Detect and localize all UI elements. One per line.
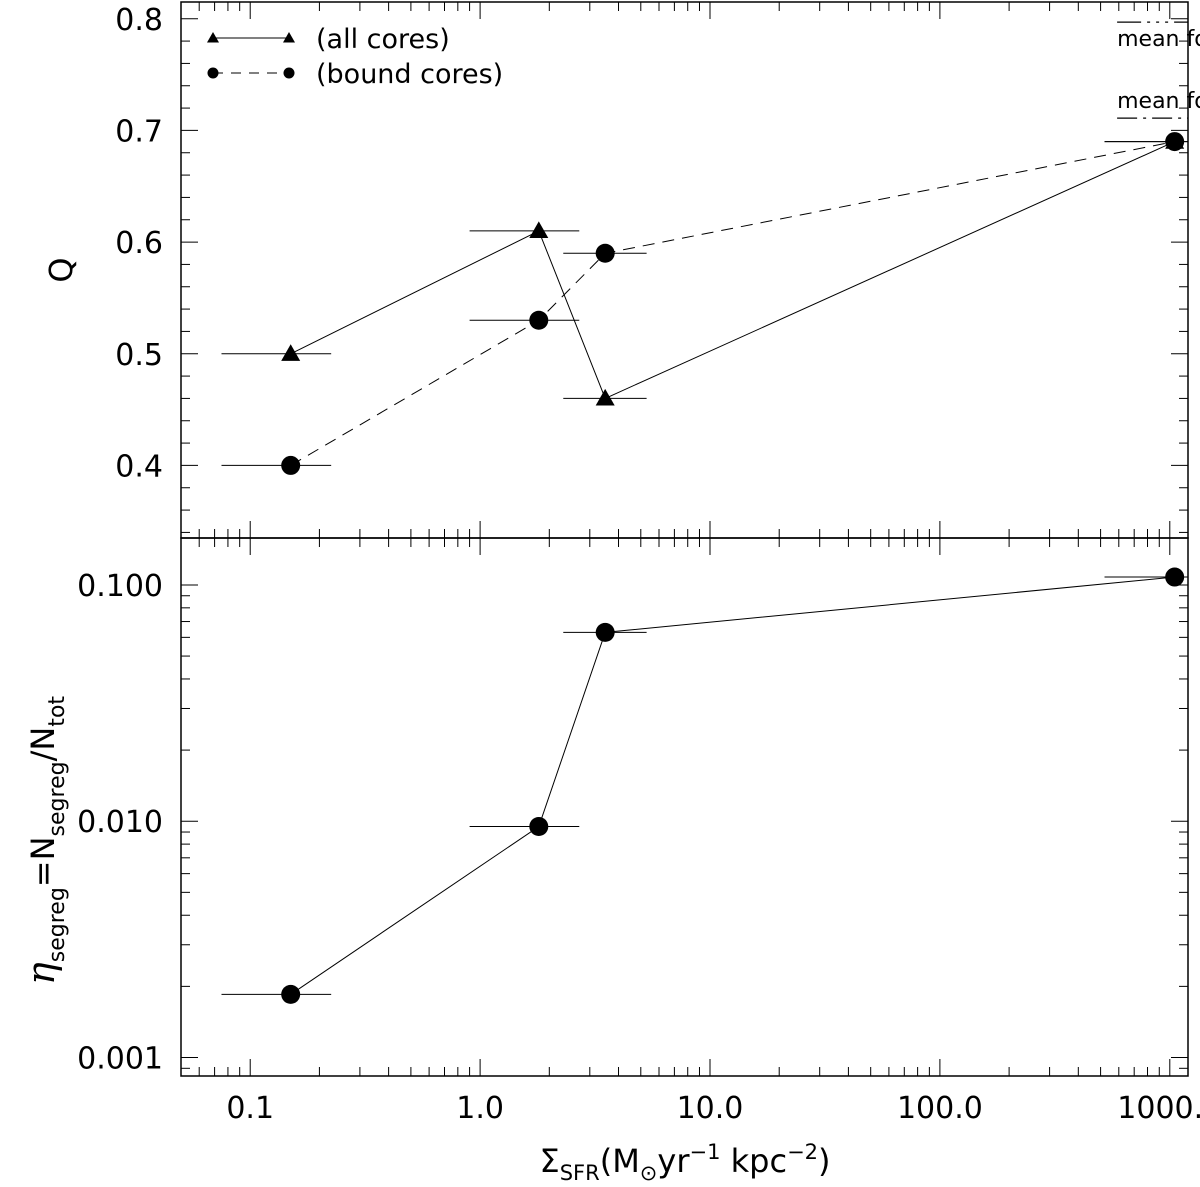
top-y-tick-label: 0.6	[115, 226, 163, 261]
triangle-marker	[281, 344, 301, 361]
reference-label-1: mean for young Galactic clusters	[1117, 89, 1200, 114]
circle-marker	[529, 310, 549, 330]
legend-circle	[283, 67, 295, 79]
series-line-bottom-0	[290, 576, 1175, 995]
units-kpc: kpc	[720, 1142, 787, 1180]
slash-n: /N	[24, 727, 62, 762]
top-y-axis-title: Q	[42, 257, 80, 282]
bottom-y-tick-label: 0.100	[77, 569, 163, 604]
bottom-series	[221, 567, 1188, 1004]
bottom-x-ticks: 0.1 1.0 10.0 100.0 1000.0	[180, 538, 1200, 1126]
yr-superscript: −1	[690, 1140, 721, 1164]
circle-marker	[1165, 132, 1185, 152]
eta-subscript: segreg	[45, 887, 70, 962]
legend-triangle	[283, 32, 295, 43]
top-y-tick-label: 0.5	[115, 338, 163, 373]
kpc-superscript: −2	[787, 1140, 818, 1164]
sun-symbol: ⊙	[640, 1161, 658, 1185]
top-y-tick-label: 0.8	[115, 3, 163, 38]
bottom-y-tick-label: 0.001	[77, 1041, 163, 1076]
circle-marker	[1165, 567, 1185, 587]
circle-marker	[595, 243, 615, 263]
legend-triangle	[207, 32, 219, 43]
bottom-plot-frame	[180, 537, 1189, 1077]
units-yr: yr	[657, 1142, 690, 1180]
legend-label-0: (all cores)	[316, 24, 450, 55]
x-tick-label: 100.0	[897, 1091, 983, 1126]
bottom-y-axis-title: ηsegreg=Nsegreg/Ntot	[19, 696, 70, 985]
x-tick-label: 0.1	[226, 1091, 274, 1126]
units-msun: (M	[600, 1142, 640, 1180]
top-y-ticks: 0.4 0.5 0.6 0.7 0.8	[115, 3, 1188, 533]
legend-circle	[207, 67, 219, 79]
x-tick-label: 1.0	[456, 1091, 504, 1126]
top-y-tick-label: 0.7	[115, 114, 163, 149]
circle-marker	[595, 622, 615, 642]
top-x-ticks	[180, 2, 1171, 538]
sfr-subscript: SFR	[560, 1161, 600, 1185]
x-tick-label: 10.0	[677, 1091, 744, 1126]
series-line-top-0	[290, 141, 1175, 400]
bottom-y-tick-label: 0.010	[77, 805, 163, 840]
top-panel: 0.4 0.5 0.6 0.7 0.8 mean for Galactic open c…	[42, 1, 1200, 539]
bottom-y-ticks: 0.001 0.010 0.100	[77, 569, 1188, 1076]
x-tick-label: 1000.0	[1117, 1091, 1200, 1126]
sigma-symbol: Σ	[539, 1142, 559, 1180]
series-line-top-1	[290, 141, 1175, 466]
circle-marker	[281, 455, 301, 475]
units-close: )	[818, 1142, 830, 1180]
reference-lines: mean for Galactic open clusters mean for …	[1117, 21, 1200, 119]
triangle-marker	[529, 221, 549, 239]
legend: (all cores) (bound cores)	[207, 24, 503, 90]
x-axis-title: ΣSFR(M⊙yr−1 kpc−2)	[539, 1140, 830, 1185]
top-series	[221, 132, 1188, 475]
top-y-tick-label: 0.4	[115, 449, 163, 484]
reference-label-0: mean for Galactic open clusters	[1117, 27, 1200, 52]
triangle-marker	[595, 388, 615, 406]
circle-marker	[281, 984, 301, 1004]
n-subscript: segreg	[45, 761, 70, 836]
equals-n: =N	[24, 836, 62, 887]
eta-symbol: η	[19, 962, 63, 985]
circle-marker	[529, 816, 549, 836]
tot-subscript: tot	[45, 696, 70, 727]
legend-label-1: (bound cores)	[316, 59, 503, 90]
